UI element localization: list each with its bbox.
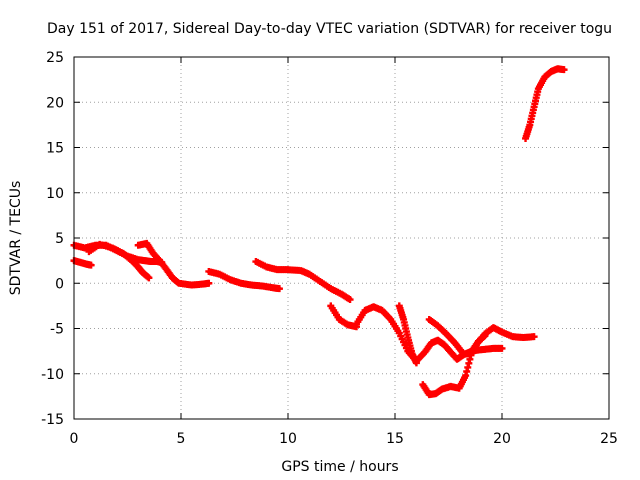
series-arc-6 <box>252 258 354 304</box>
y-tick-label: 25 <box>46 50 64 66</box>
data-point <box>560 66 568 74</box>
data-point <box>481 332 489 340</box>
data-point <box>275 285 283 293</box>
y-axis-label: SDTVAR / TECUs <box>8 181 24 296</box>
series-arc-8 <box>352 303 506 365</box>
data-point <box>346 296 354 304</box>
data-point <box>412 359 420 367</box>
x-tick-label: 25 <box>600 431 618 447</box>
series-arc-1 <box>70 257 95 269</box>
y-tick-label: -5 <box>50 322 64 338</box>
y-tick-label: -10 <box>41 367 64 383</box>
y-tick-label: 15 <box>46 141 64 157</box>
data-point <box>498 344 506 352</box>
y-tick-label: 20 <box>46 95 64 111</box>
series-arc-3 <box>85 240 153 282</box>
chart-title: Day 151 of 2017, Sidereal Day-to-day VTE… <box>47 21 612 37</box>
series-arc-4 <box>134 239 213 289</box>
series-arc-11 <box>419 332 489 399</box>
y-tick-label: -15 <box>41 412 64 428</box>
series-arc-9 <box>395 302 420 367</box>
x-tick-label: 15 <box>386 431 404 447</box>
x-tick-label: 0 <box>70 431 79 447</box>
x-tick-label: 5 <box>177 431 186 447</box>
x-axis-label: GPS time / hours <box>281 459 398 475</box>
x-tick-label: 20 <box>493 431 511 447</box>
data-point <box>530 333 538 341</box>
x-tick-label: 10 <box>279 431 297 447</box>
y-tick-label: 0 <box>55 276 64 292</box>
y-tick-label: 5 <box>55 231 64 247</box>
series-arc-5 <box>205 267 283 293</box>
data-point <box>145 274 153 282</box>
ticks: 0 5 10 15 20 25 -15 -10 -5 0 5 10 15 20 25 <box>41 50 618 447</box>
data-point <box>87 261 95 269</box>
series-arc-12 <box>522 65 568 142</box>
data-points <box>70 65 568 399</box>
grid <box>74 57 609 419</box>
y-tick-label: 10 <box>46 186 64 202</box>
data-point <box>205 279 213 287</box>
